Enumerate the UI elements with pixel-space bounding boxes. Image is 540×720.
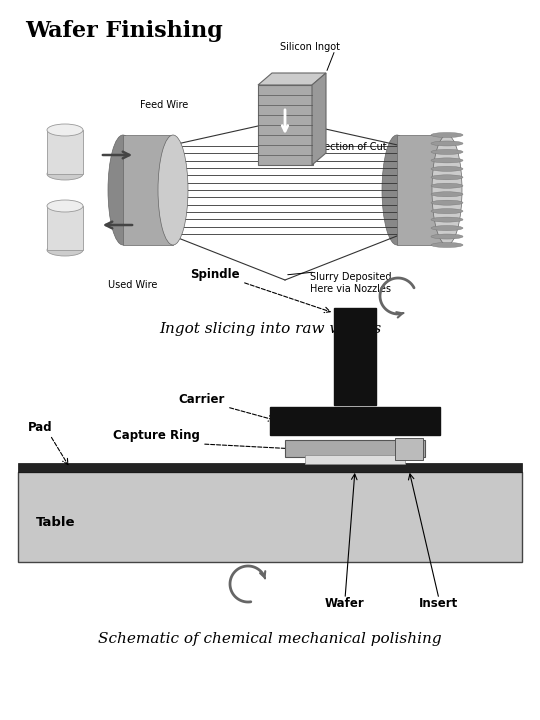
Bar xyxy=(334,308,376,405)
Bar xyxy=(18,463,522,472)
Bar xyxy=(305,455,405,464)
Bar xyxy=(47,206,83,250)
Bar xyxy=(285,440,425,457)
Ellipse shape xyxy=(47,200,83,212)
Text: Spindle: Spindle xyxy=(191,268,240,281)
Ellipse shape xyxy=(431,158,463,163)
Text: Wafer Finishing: Wafer Finishing xyxy=(25,20,223,42)
Bar xyxy=(123,135,173,245)
Ellipse shape xyxy=(47,244,83,256)
Ellipse shape xyxy=(431,150,463,154)
Text: Feed Wire: Feed Wire xyxy=(140,100,188,110)
Polygon shape xyxy=(312,73,326,165)
Text: Ingot slicing into raw wafers: Ingot slicing into raw wafers xyxy=(159,322,381,336)
Text: Insert: Insert xyxy=(420,597,458,610)
Text: Carrier: Carrier xyxy=(179,393,225,406)
Bar xyxy=(270,407,440,435)
Bar xyxy=(395,438,423,460)
Text: Used Wire: Used Wire xyxy=(108,280,157,290)
Ellipse shape xyxy=(431,192,463,197)
Ellipse shape xyxy=(47,168,83,180)
Ellipse shape xyxy=(431,217,463,222)
Ellipse shape xyxy=(431,132,463,138)
Ellipse shape xyxy=(431,209,463,214)
Bar xyxy=(18,472,522,562)
Polygon shape xyxy=(258,73,326,85)
Ellipse shape xyxy=(431,243,463,248)
Bar xyxy=(397,135,447,245)
Text: Schematic of chemical mechanical polishing: Schematic of chemical mechanical polishi… xyxy=(98,632,442,646)
Ellipse shape xyxy=(432,135,462,245)
Ellipse shape xyxy=(431,234,463,239)
Text: Capture Ring: Capture Ring xyxy=(113,429,200,442)
Ellipse shape xyxy=(382,135,412,245)
Bar xyxy=(47,130,83,174)
Text: Pad: Pad xyxy=(28,421,52,434)
Text: Table: Table xyxy=(36,516,76,528)
Bar xyxy=(258,85,313,165)
Ellipse shape xyxy=(431,225,463,230)
Text: Direction of Cut: Direction of Cut xyxy=(310,142,387,152)
Ellipse shape xyxy=(431,175,463,180)
Ellipse shape xyxy=(431,200,463,205)
Ellipse shape xyxy=(431,184,463,188)
Ellipse shape xyxy=(431,141,463,146)
Text: Wafer: Wafer xyxy=(325,597,365,610)
Text: Slurry Deposited
Here via Nozzles: Slurry Deposited Here via Nozzles xyxy=(310,272,392,294)
Ellipse shape xyxy=(431,166,463,171)
Ellipse shape xyxy=(47,124,83,136)
Ellipse shape xyxy=(158,135,188,245)
Text: Silicon Ingot: Silicon Ingot xyxy=(280,42,340,52)
Ellipse shape xyxy=(108,135,138,245)
